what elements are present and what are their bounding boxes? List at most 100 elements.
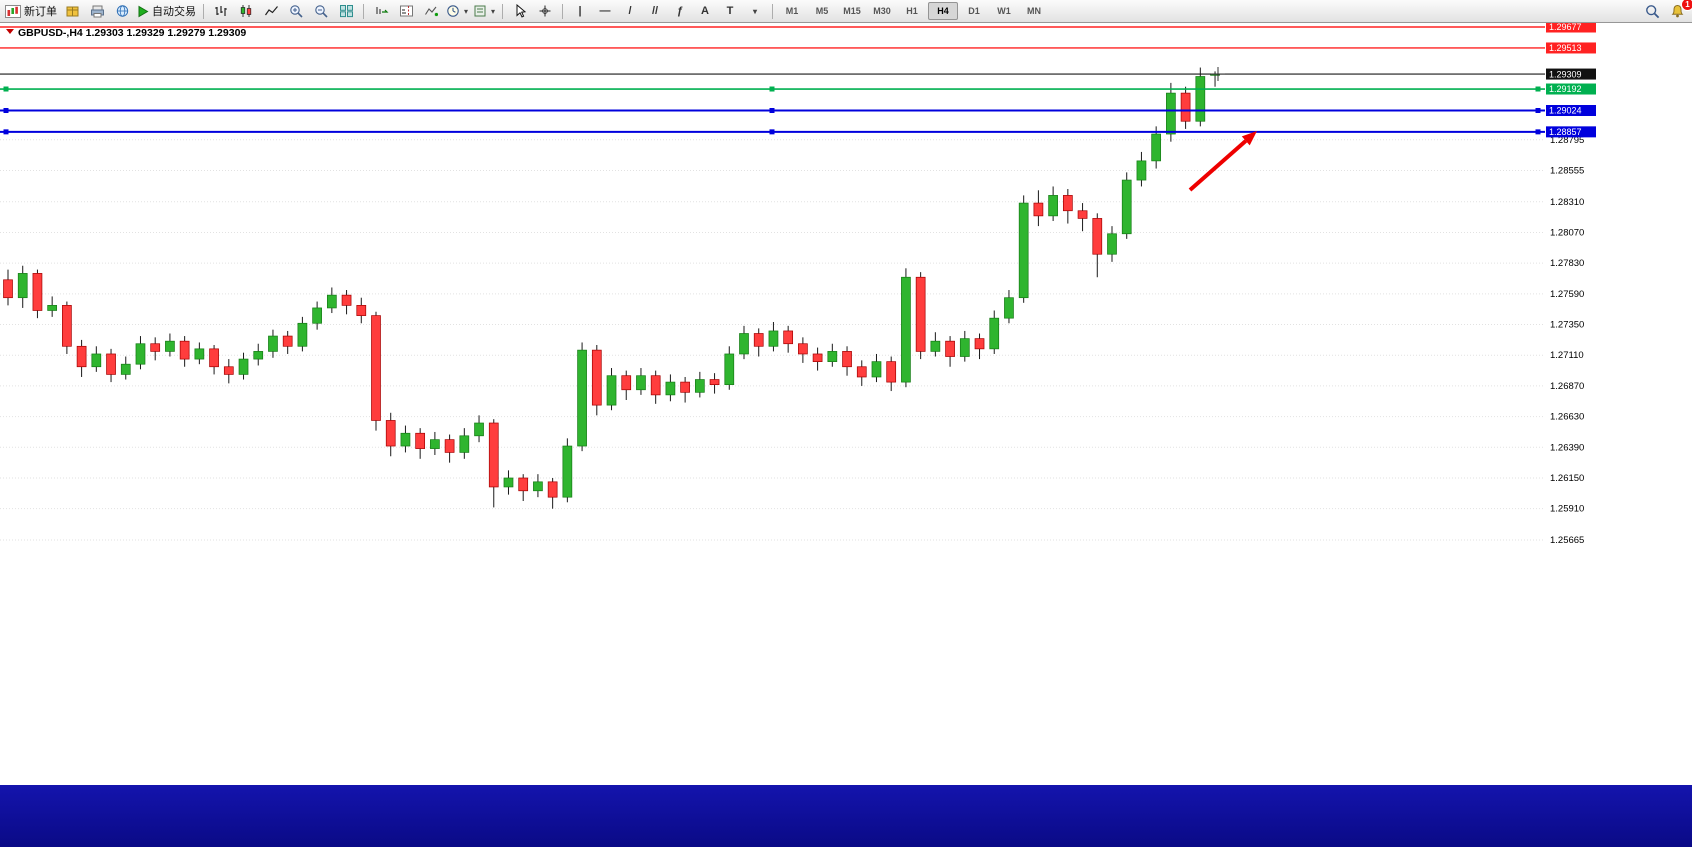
chart-shift-button[interactable] [394,2,418,20]
mouse-crosshair [1211,67,1225,82]
bar-chart-button[interactable] [209,2,233,20]
vertical-line-icon: | [578,5,582,17]
line-handle [1535,129,1541,135]
line-chart-icon [264,6,278,16]
price-gridlines: 1.28795 1.28555 1.28310 1.28070 1.27830 1.275… [0,135,1584,546]
bell-icon [1671,4,1683,17]
chart-title: GBPUSD-,H4 1.29303 1.29329 1.29279 1.293… [6,27,246,39]
price-axis-tick: 1.27830 [1550,258,1584,269]
price-axis-tick: 1.25910 [1550,504,1584,515]
price-axis-tick: 1.28070 [1550,227,1584,238]
zoom-out-icon [314,5,328,18]
fibonacci-button[interactable]: ƒ [668,2,692,20]
line-handle [3,107,9,113]
symbol-dropdown-icon [6,29,14,34]
tile-windows-button[interactable] [334,2,358,20]
new-order-icon [5,4,21,18]
shapes-caret-icon: ▾ [753,6,758,16]
line-handle [1535,86,1541,92]
label-tool-button[interactable]: T [718,2,742,20]
candles [3,67,1220,509]
candlestick-chart-button[interactable] [234,2,258,20]
notifications-button[interactable]: 1 [1665,0,1692,20]
main-toolbar: 新订单 自动交易 [0,0,1692,23]
templates-button[interactable]: ▾ [471,2,497,20]
price-axis-tick: 1.27350 [1550,320,1584,331]
line-handle [3,129,9,135]
printer-button[interactable] [85,2,109,20]
timeframe-button-h1[interactable]: H1 [906,6,918,16]
channel-button[interactable]: // [643,2,667,20]
indicators-plus-icon [424,6,438,17]
line-handle [3,86,9,92]
cursor-arrow-icon [516,4,526,18]
horizontal-line-icon: — [599,5,611,17]
line-handle [1535,107,1541,113]
toolbar-separator [772,3,774,19]
zoom-in-button[interactable] [284,2,308,20]
periods-caret-icon: ▾ [464,6,469,16]
line-price-badge: 1.29309 [1549,69,1582,79]
timeframe-button-w1[interactable]: W1 [997,6,1011,16]
zoom-out-button[interactable] [309,2,333,20]
autotrading-label: 自动交易 [152,6,196,18]
auto-scroll-button[interactable] [369,2,393,20]
price-axis-tick: 1.28310 [1550,197,1584,208]
price-axis-tick: 1.27110 [1550,350,1584,361]
toolbar-separator [562,3,564,19]
timeframe-button-h4[interactable]: H4 [928,2,959,20]
timeframe-button-m15[interactable]: M15 [843,6,861,16]
timeframe-button-m30[interactable]: M30 [873,6,891,16]
auto-scroll-icon [376,7,388,14]
line-price-badge: 1.29024 [1549,106,1582,116]
horizontal-line-button[interactable]: — [593,2,617,20]
autotrading-play-icon [138,5,149,17]
new-order-label: 新订单 [24,6,57,18]
text-tool-button[interactable]: A [693,2,717,20]
chart-window: 1.28795 1.28555 1.28310 1.28070 1.27830 1.275… [0,22,1692,785]
globe-button[interactable] [110,2,134,20]
toolbar-separator [502,3,504,19]
vertical-line-button[interactable]: | [568,2,592,20]
periods-button[interactable]: ▾ [444,2,470,20]
trendline-button[interactable]: / [618,2,642,20]
timeframe-button-mn[interactable]: MN [1027,6,1042,16]
printer-icon [90,5,104,18]
new-order-button[interactable]: 新订单 [3,2,59,20]
fibonacci-icon: ƒ [676,5,684,17]
line-chart-button[interactable] [259,2,283,20]
crosshair-icon [539,5,551,17]
templates-caret-icon: ▾ [491,6,496,16]
line-handle [769,129,775,135]
price-chart[interactable]: 1.28795 1.28555 1.28310 1.28070 1.27830 1.275… [0,22,1692,785]
candlestick-chart-icon [240,5,251,17]
chart-shift-icon [399,5,413,17]
timeframe-button-m5[interactable]: M5 [815,6,829,16]
shapes-dropdown-button[interactable]: ▾ [743,2,767,20]
notification-badge: 1 [1681,0,1692,11]
clock-icon [447,5,459,17]
cursor-button[interactable] [508,2,532,20]
templates-icon [474,5,486,17]
price-axis-tick: 1.28795 [1550,135,1584,146]
tile-windows-icon [339,5,353,18]
package-button[interactable] [60,2,84,20]
label-tool-icon: T [726,5,734,17]
price-axis-tick: 1.26150 [1550,473,1584,484]
search-button[interactable] [1640,2,1664,20]
line-handle [769,107,775,113]
line-price-badge: 1.29192 [1549,84,1582,94]
toolbar-separator [363,3,364,19]
price-axis-tick: 1.25665 [1550,535,1584,546]
crosshair-button[interactable] [533,2,557,20]
globe-icon [116,5,128,17]
timeframe-button-d1[interactable]: D1 [968,6,980,16]
autotrading-button[interactable]: 自动交易 [135,2,198,20]
timeframe-button-m1[interactable]: M1 [785,6,799,16]
line-handle [769,86,775,92]
horizontal-lines[interactable]: 1.29677 1.29513 1.29192 1.29024 1.28857 1.293… [0,22,1596,138]
line-price-badge: 1.29677 [1549,22,1582,32]
trend-arrow[interactable] [1188,131,1257,192]
indicators-button[interactable] [419,2,443,20]
price-axis-tick: 1.28555 [1550,165,1584,176]
